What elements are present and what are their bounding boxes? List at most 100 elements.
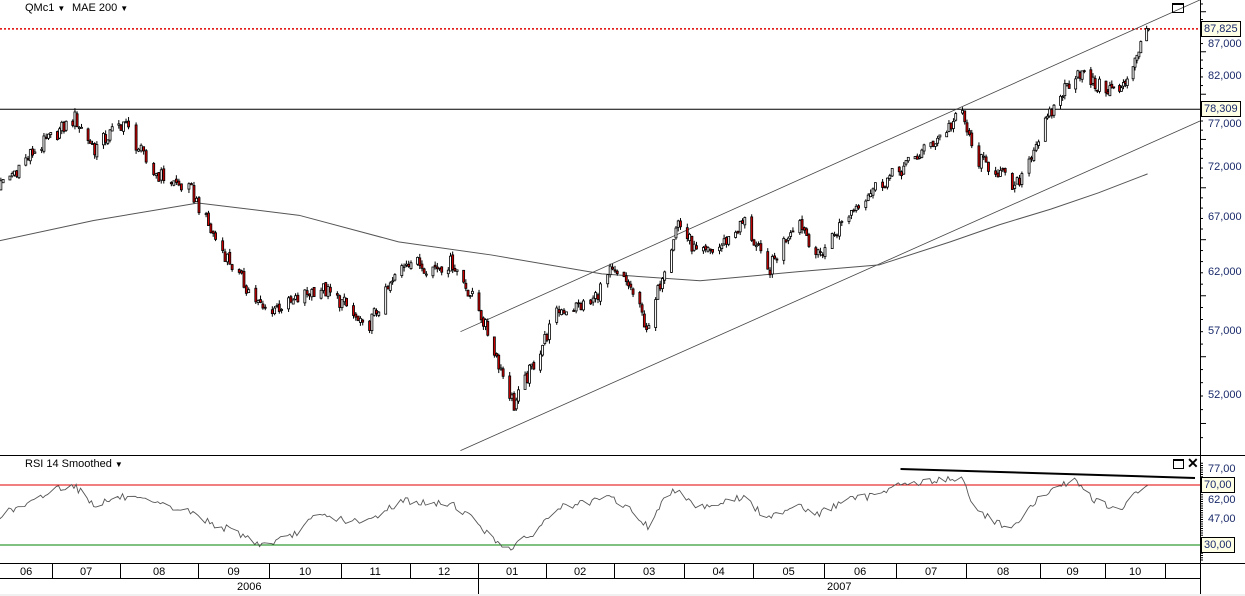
candle-body (922, 144, 926, 152)
candle-body (752, 239, 756, 246)
candle-body (1037, 141, 1041, 146)
y-tick-label: 52,000 (1208, 389, 1242, 401)
candle-body (256, 300, 260, 303)
candle-body (622, 271, 626, 278)
candle-body (688, 233, 691, 241)
month-label: 09 (1066, 566, 1079, 578)
candle-body (557, 309, 561, 314)
candle-body (994, 170, 998, 175)
candle-body (499, 367, 503, 370)
month-label: 04 (712, 566, 725, 578)
candle-body (416, 257, 419, 265)
candle-body (375, 310, 378, 314)
symbol-selector[interactable]: QMc1 ▼ (25, 2, 65, 14)
maximize-icon[interactable] (1173, 459, 1184, 469)
candle-body (345, 298, 349, 307)
candle-body (10, 172, 14, 177)
candle-body (663, 271, 667, 281)
candle-body (685, 227, 689, 239)
candle-body (996, 172, 1000, 178)
candle-body (230, 264, 234, 270)
candle-body (545, 334, 549, 341)
candle-body (647, 325, 651, 329)
candle-body (356, 315, 360, 321)
candle-body (86, 128, 90, 141)
candle-body (177, 180, 181, 186)
candle-body (906, 156, 910, 162)
candle-body (936, 137, 940, 144)
maximize-icon[interactable] (1172, 3, 1184, 13)
candle-body (240, 270, 244, 274)
candle-body (1052, 104, 1056, 116)
candle-body (273, 307, 277, 314)
candle-body (1076, 70, 1080, 78)
candle-body (1018, 177, 1021, 186)
candle-body (93, 143, 97, 156)
candle-body (0, 180, 3, 191)
candle-body (674, 227, 678, 239)
candle-body (1067, 83, 1071, 89)
candle-body (830, 233, 834, 249)
candle-body (949, 122, 953, 130)
candles (0, 25, 1150, 411)
y-tick-label: 72,000 (1208, 161, 1242, 174)
candle-body (798, 220, 802, 234)
candle-body (562, 309, 566, 314)
candle-body (462, 269, 466, 283)
candle-body (422, 268, 426, 274)
candle-body (495, 353, 498, 357)
candle-body (308, 293, 311, 297)
candle-body (400, 265, 404, 277)
candle-body (1063, 83, 1067, 97)
y-tick-label: 67,000 (1208, 211, 1242, 224)
candle-body (987, 161, 990, 172)
close-icon[interactable]: ✕ (1187, 455, 1199, 471)
candle-body (706, 247, 710, 252)
candle-body (1046, 115, 1049, 119)
candle-body (270, 309, 274, 315)
candle-body (528, 364, 531, 384)
month-label: 12 (438, 566, 451, 578)
month-label: 02 (574, 566, 587, 578)
candle-body (835, 234, 839, 237)
indicator-selector[interactable]: MAE 200 ▼ (72, 2, 128, 14)
year-label: 2006 (237, 581, 262, 593)
candle-body (915, 155, 919, 160)
candle-body (157, 172, 161, 182)
candle-body (388, 282, 392, 291)
candle-body (24, 157, 28, 166)
moving-average-line (0, 173, 1148, 282)
horizontal-line-tag: 78,309 (1201, 101, 1241, 118)
candle-body (440, 266, 444, 273)
candle-body (497, 354, 501, 370)
candle-body (322, 283, 325, 291)
candle-body (446, 269, 450, 275)
candle-body (807, 234, 811, 247)
candle-body (938, 134, 942, 138)
candle-body (768, 269, 772, 276)
candle-body (692, 243, 696, 251)
candle-body (979, 154, 983, 169)
candle-body (259, 299, 262, 303)
candle-body (71, 120, 75, 126)
candle-body (33, 151, 37, 154)
candle-body (695, 245, 698, 250)
candle-body (280, 309, 284, 311)
candle-body (1020, 173, 1024, 185)
candle-body (543, 333, 547, 344)
candle-body (624, 275, 628, 283)
candle-body (377, 311, 381, 316)
candle-body (354, 313, 358, 318)
candle-body (214, 232, 217, 240)
candle-body (108, 129, 112, 141)
candle-body (722, 238, 726, 245)
candle-body (670, 249, 673, 273)
candle-body (424, 273, 428, 276)
candle-body (890, 168, 894, 177)
candle-body (1139, 41, 1143, 54)
rsi-selector[interactable]: RSI 14 Smoothed ▼ (25, 458, 123, 470)
candle-body (679, 220, 682, 228)
candle-body (1125, 78, 1129, 86)
candle-body (967, 130, 971, 135)
candle-body (420, 263, 424, 269)
